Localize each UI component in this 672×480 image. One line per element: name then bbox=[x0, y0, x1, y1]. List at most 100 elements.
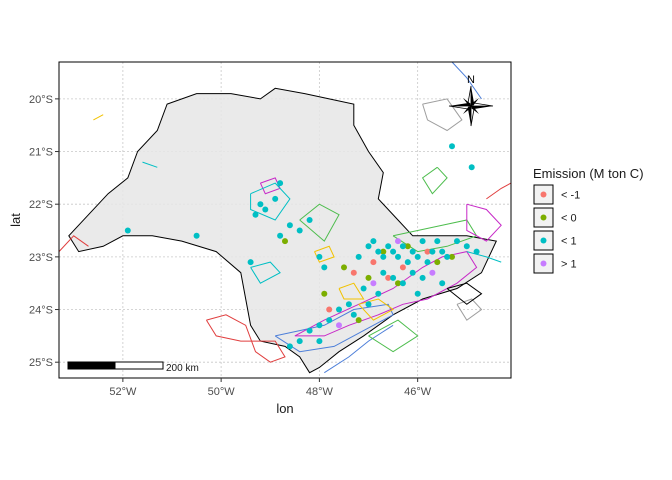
municipality-boundary bbox=[324, 324, 394, 374]
legend-keys: < -1 < 0 < 1 > 1 bbox=[533, 184, 580, 274]
y-axis-title: lat bbox=[8, 213, 23, 227]
emission-point bbox=[419, 238, 426, 245]
emission-point bbox=[473, 248, 480, 255]
emission-point bbox=[404, 243, 411, 250]
x-tick-label: 52°W bbox=[109, 386, 137, 398]
municipality-boundary bbox=[358, 298, 395, 321]
municipality-boundary bbox=[466, 251, 502, 263]
emission-point bbox=[282, 238, 288, 245]
emission-point bbox=[350, 269, 357, 276]
municipality-boundary bbox=[421, 166, 448, 195]
scale-bar-white-segment bbox=[114, 361, 164, 370]
y-tick-label: 21°S bbox=[29, 147, 53, 159]
y-tick-label: 24°S bbox=[29, 305, 53, 317]
x-axis-title: lon bbox=[276, 401, 293, 416]
emission-point bbox=[380, 248, 387, 255]
emission-point bbox=[399, 243, 406, 250]
emission-point bbox=[468, 164, 475, 171]
emission-point bbox=[385, 274, 392, 281]
emission-point bbox=[439, 248, 446, 255]
emission-point bbox=[355, 317, 362, 324]
emission-point bbox=[124, 227, 131, 234]
municipality-boundary bbox=[446, 282, 483, 305]
north-arrow-diagonal-se bbox=[471, 106, 479, 114]
x-axis-ticks: 52°W 50°W 48°W 46°W bbox=[109, 378, 432, 398]
legend: Emission (M ton C) < -1 < 0 < 1 > 1 bbox=[533, 166, 644, 274]
municipality-boundary bbox=[299, 203, 340, 242]
emission-point bbox=[345, 301, 352, 308]
legend-label: < -1 bbox=[561, 190, 580, 202]
scale-bar: 200 km bbox=[67, 361, 199, 374]
panel-border bbox=[58, 61, 512, 379]
emission-points bbox=[124, 143, 480, 350]
emission-point bbox=[380, 253, 387, 260]
emission-point bbox=[336, 306, 342, 313]
emission-point bbox=[365, 301, 372, 308]
north-arrow-west-point bbox=[449, 103, 471, 106]
municipality-boundary bbox=[205, 314, 286, 363]
emission-point bbox=[360, 285, 367, 292]
x-tick-label: 46°W bbox=[404, 386, 432, 398]
emission-point bbox=[365, 243, 372, 250]
emission-point bbox=[463, 243, 470, 250]
state-outline bbox=[68, 87, 498, 374]
municipality-boundary bbox=[486, 182, 512, 200]
municipality-boundary bbox=[392, 219, 478, 253]
municipality-boundary bbox=[456, 298, 483, 321]
emission-point bbox=[370, 280, 377, 287]
emission-point bbox=[370, 259, 377, 266]
emission-point bbox=[390, 248, 397, 255]
legend-key-point bbox=[540, 237, 547, 244]
y-tick-label: 25°S bbox=[29, 357, 53, 369]
north-arrow-diagonal-ne bbox=[471, 98, 479, 106]
emission-point bbox=[399, 264, 406, 271]
emission-point bbox=[385, 243, 392, 250]
municipality-boundary bbox=[338, 282, 365, 300]
emission-point bbox=[296, 227, 303, 234]
municipality-boundary bbox=[422, 98, 463, 132]
emission-point bbox=[395, 280, 401, 287]
municipality-boundary bbox=[250, 182, 291, 221]
emission-point bbox=[434, 238, 441, 245]
north-arrow-diagonal-nw bbox=[463, 98, 471, 106]
y-tick-label: 20°S bbox=[29, 94, 53, 106]
emission-point bbox=[449, 143, 455, 150]
emission-point bbox=[434, 259, 441, 266]
emission-point bbox=[306, 327, 313, 334]
north-arrow-label: N bbox=[467, 74, 475, 86]
emission-point bbox=[429, 269, 436, 276]
y-tick-label: 22°S bbox=[29, 199, 53, 211]
emission-point bbox=[370, 238, 377, 245]
legend-title: Emission (M ton C) bbox=[533, 166, 644, 181]
emission-point bbox=[449, 253, 455, 260]
emission-point bbox=[341, 264, 347, 271]
emission-point bbox=[419, 274, 426, 281]
legend-label: > 1 bbox=[561, 259, 577, 271]
emission-point bbox=[193, 232, 200, 239]
emission-point bbox=[424, 259, 431, 266]
emission-point bbox=[316, 338, 323, 345]
north-arrow-south-point bbox=[468, 106, 471, 126]
emission-point bbox=[395, 253, 401, 260]
emission-point bbox=[390, 274, 397, 281]
emission-point bbox=[409, 248, 416, 255]
emission-point bbox=[424, 248, 431, 255]
emission-point bbox=[286, 222, 293, 229]
emission-point bbox=[262, 206, 269, 213]
municipality-boundary bbox=[451, 61, 482, 100]
emission-point bbox=[326, 317, 333, 324]
legend-label: < 0 bbox=[561, 213, 577, 225]
x-tick-label: 50°W bbox=[208, 386, 236, 398]
y-tick-label: 23°S bbox=[29, 252, 53, 264]
emission-point bbox=[444, 253, 451, 260]
emission-point bbox=[355, 253, 362, 260]
emission-point bbox=[277, 232, 284, 239]
municipality-boundary bbox=[466, 203, 502, 242]
municipality-boundary bbox=[142, 161, 158, 168]
emission-point bbox=[326, 306, 333, 313]
legend-key-point bbox=[540, 260, 547, 267]
emission-point bbox=[350, 311, 357, 318]
emission-point bbox=[272, 195, 279, 202]
municipality-boundary bbox=[368, 319, 419, 353]
